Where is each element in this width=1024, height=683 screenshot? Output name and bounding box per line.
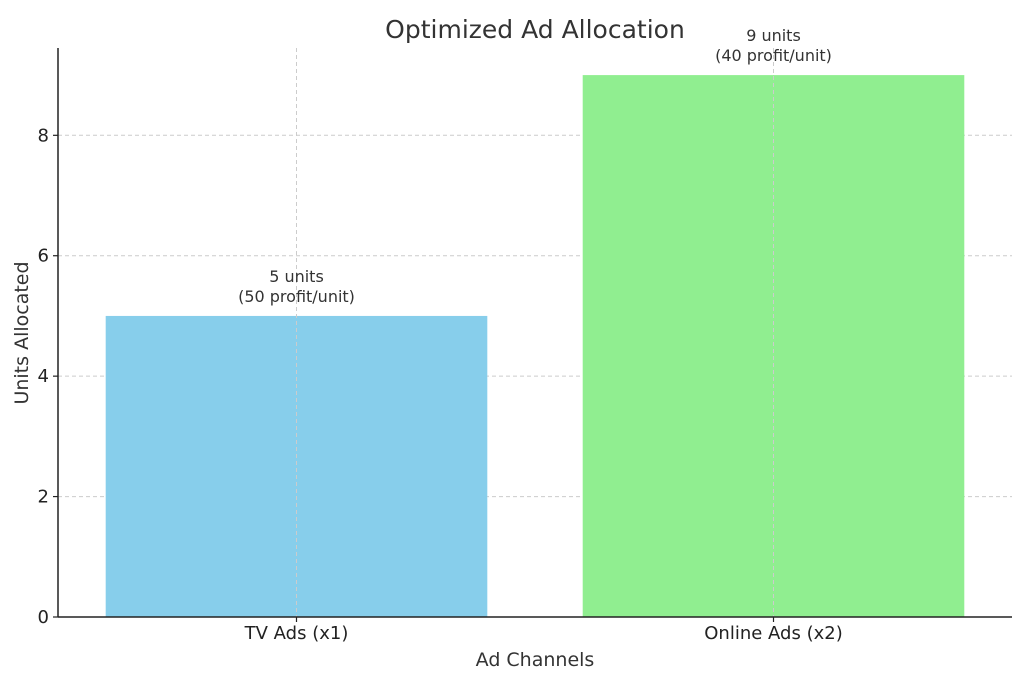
x-axis-label: Ad Channels	[476, 649, 595, 671]
bar-annotation: 5 units	[269, 267, 324, 286]
bar-annotation: 9 units	[746, 26, 801, 45]
x-tick-label: TV Ads (x1)	[244, 623, 349, 644]
bar-annotation: (50 profit/unit)	[238, 287, 355, 306]
chart-title: Optimized Ad Allocation	[385, 15, 685, 44]
x-tick-label: Online Ads (x2)	[704, 623, 842, 644]
y-tick-label: 6	[38, 246, 49, 267]
y-axis-label: Units Allocated	[11, 261, 33, 404]
bar-annotation: (40 profit/unit)	[715, 46, 832, 65]
y-tick-label: 0	[38, 607, 49, 628]
y-tick-label: 4	[38, 366, 49, 387]
grid-lines	[58, 134, 1012, 498]
axes: 0 2 4 6 8 TV Ads (x1) Online Ads (x2)	[38, 48, 1012, 644]
y-tick-label: 2	[38, 487, 49, 508]
bars	[105, 75, 965, 618]
bar-tv-ads	[105, 315, 488, 617]
bar-value-labels: 5 units(50 profit/unit) 9 units(40 profit…	[238, 26, 832, 306]
y-tick-label: 8	[38, 125, 49, 146]
